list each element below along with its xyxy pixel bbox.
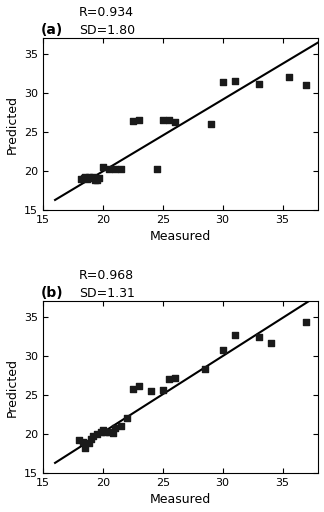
Point <box>304 317 309 326</box>
Point <box>166 116 171 124</box>
Point <box>220 78 225 86</box>
Y-axis label: Predicted: Predicted <box>6 358 18 417</box>
Y-axis label: Predicted: Predicted <box>6 95 18 154</box>
Point <box>100 426 106 434</box>
Point <box>86 439 91 447</box>
Point <box>256 79 261 88</box>
Point <box>85 175 90 183</box>
Point <box>208 120 213 129</box>
Text: (b): (b) <box>40 286 63 300</box>
Point <box>94 176 99 184</box>
Text: R=0.934
SD=1.80: R=0.934 SD=1.80 <box>79 6 135 37</box>
Point <box>98 428 103 436</box>
Point <box>232 77 237 86</box>
Point <box>112 423 118 432</box>
Point <box>268 339 273 348</box>
Point <box>82 173 87 181</box>
Point <box>118 165 123 173</box>
Point <box>103 429 108 437</box>
Point <box>76 436 82 444</box>
Point <box>148 387 154 395</box>
Point <box>106 165 111 174</box>
Point <box>172 374 177 382</box>
Point <box>92 176 97 184</box>
Text: (a): (a) <box>40 23 63 37</box>
Point <box>124 414 130 422</box>
Point <box>256 333 261 342</box>
Point <box>154 165 159 173</box>
Point <box>82 444 87 452</box>
Point <box>172 118 177 126</box>
Point <box>91 432 96 440</box>
Point <box>100 163 106 171</box>
Point <box>136 381 142 390</box>
Point <box>136 115 142 123</box>
Point <box>304 81 309 89</box>
Point <box>130 117 135 125</box>
Point <box>130 385 135 393</box>
Point <box>110 429 115 437</box>
Point <box>97 174 102 182</box>
Point <box>160 116 166 124</box>
Point <box>232 331 237 339</box>
Point <box>118 422 123 430</box>
Point <box>286 73 291 81</box>
Point <box>80 438 85 446</box>
Point <box>94 430 99 438</box>
Point <box>91 173 96 181</box>
Point <box>112 165 118 174</box>
Text: R=0.968
SD=1.31: R=0.968 SD=1.31 <box>79 269 135 300</box>
Point <box>160 386 166 394</box>
Point <box>88 435 94 443</box>
Point <box>106 428 111 436</box>
Point <box>220 347 225 355</box>
Point <box>79 175 84 183</box>
Point <box>86 173 91 181</box>
Point <box>166 375 171 383</box>
X-axis label: Measured: Measured <box>150 230 211 244</box>
Point <box>88 174 94 182</box>
Point <box>202 365 207 373</box>
Point <box>81 174 87 182</box>
X-axis label: Measured: Measured <box>150 494 211 506</box>
